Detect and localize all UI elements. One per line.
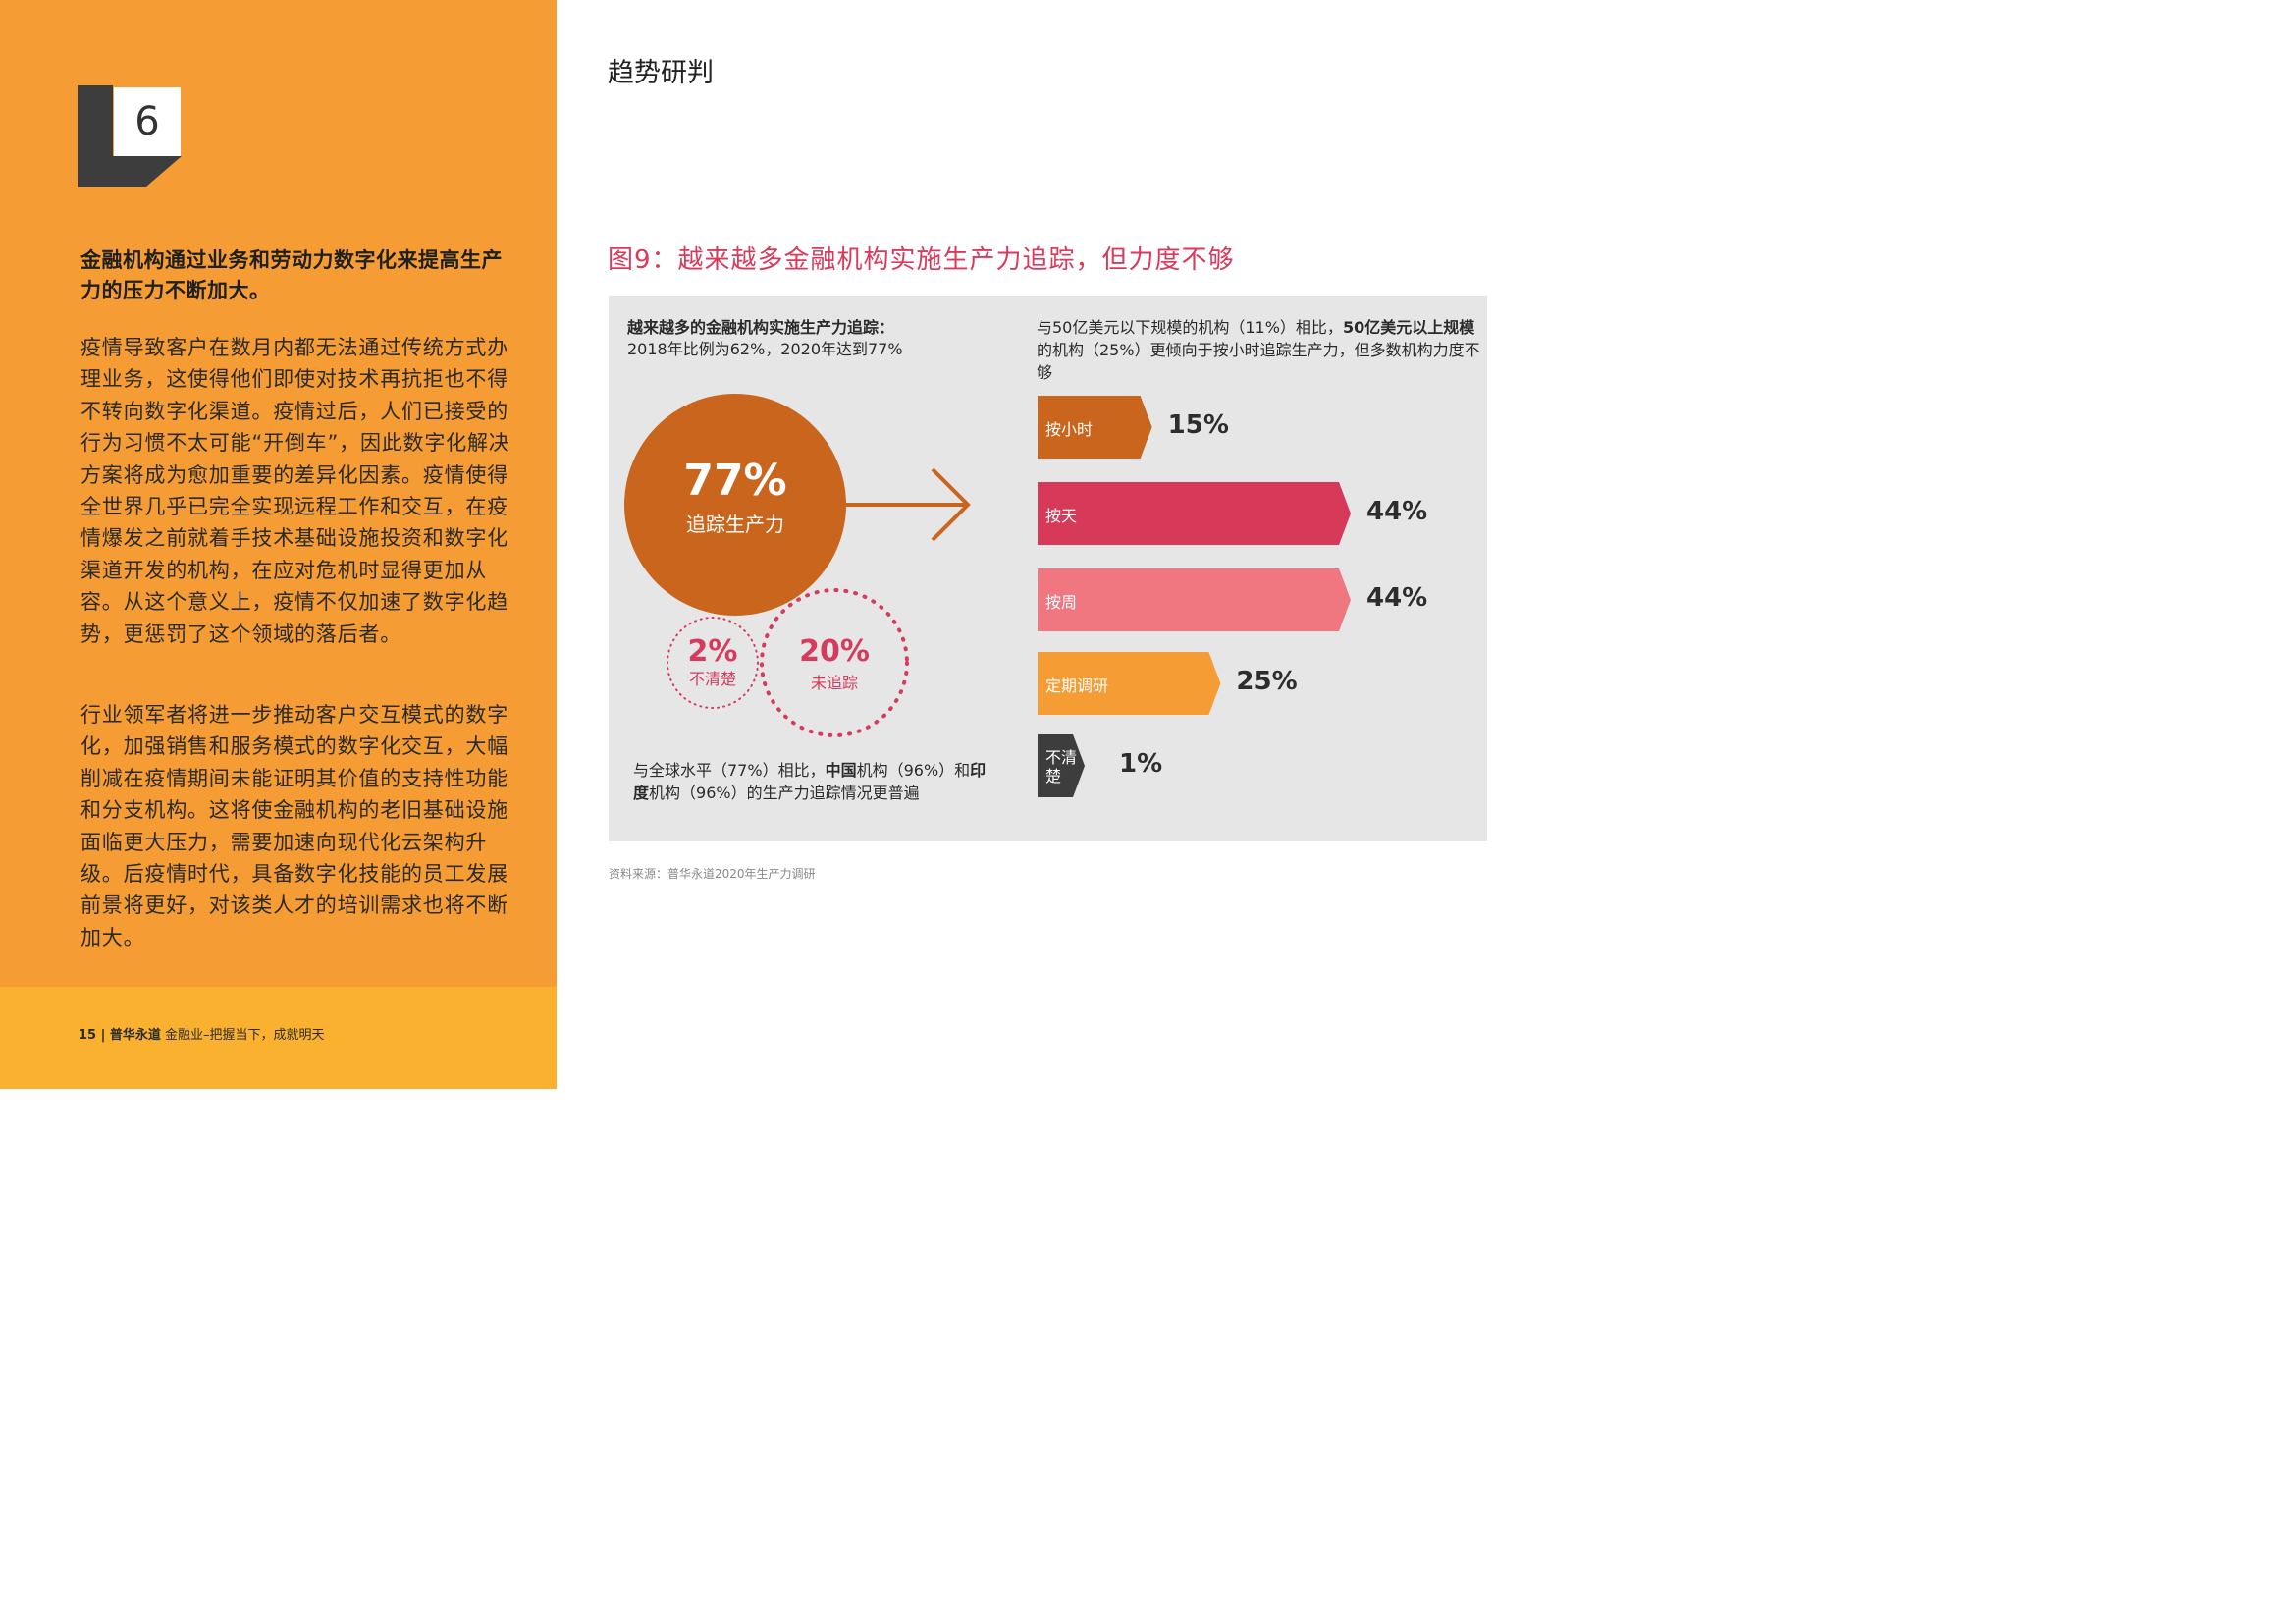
bar-1 (1038, 396, 1152, 459)
footer-band (0, 987, 557, 1089)
not-tracking-circle (760, 588, 909, 737)
unclear-value: 2% (687, 634, 738, 669)
figure-source: 资料来源：普华永道2020年生产力调研 (609, 867, 816, 881)
bar-value-3: 44% (1366, 583, 1428, 613)
bar-label-2: 按天 (1045, 507, 1078, 525)
figure-title: 图9：越来越多金融机构实施生产力追踪，但力度不够 (608, 245, 1235, 275)
left-chart-caption: 越来越多的金融机构实施生产力追踪： 2018年比例为62%，2020年达到77% (627, 317, 981, 360)
footer-title: 金融业–把握当下，成就明天 (160, 1028, 325, 1043)
bar-value-1: 15% (1167, 410, 1229, 440)
arrow-head-icon (931, 467, 971, 542)
chapter-badge-icon (78, 85, 182, 187)
footer-brand: 普华永道 (109, 1028, 161, 1043)
bottom-caption-china: 中国 (825, 761, 857, 780)
tracking-label: 追踪生产力 (686, 513, 784, 536)
page-footer: 15 | 普华永道 金融业–把握当下，成就明天 (79, 1024, 325, 1043)
bar-3 (1038, 568, 1351, 631)
bottom-caption-part1: 与全球水平（77%）相比， (633, 761, 826, 780)
chapter-number: 6 (114, 87, 181, 156)
bar-2 (1038, 482, 1351, 545)
bar-4 (1038, 652, 1221, 715)
right-caption-bold: 50亿美元以上规模 (1342, 318, 1475, 337)
bottom-caption-part2: 机构（96%）和 (856, 761, 971, 780)
left-caption-heading: 越来越多的金融机构实施生产力追踪： (627, 318, 895, 337)
lead-paragraph: 金融机构通过业务和劳动力数字化来提高生产力的压力不断加大。 (80, 248, 503, 302)
bottom-caption-part3: 机构（96%）的生产力追踪情况更普遍 (649, 784, 920, 802)
bar-5 (1038, 734, 1085, 797)
bar-value-4: 25% (1236, 667, 1298, 696)
bottom-caption-india: 印度 (633, 761, 987, 802)
bar-value-5: 1% (1119, 749, 1163, 779)
right-chart-caption: 与50亿美元以下规模的机构（11%）相比，50亿美元以上规模的机构（25%）更倾… (1037, 316, 1483, 384)
unclear-label: 不清楚 (688, 670, 736, 688)
tracking-circle (624, 394, 846, 616)
section-title: 趋势研判 (608, 58, 714, 88)
bar-value-2: 44% (1366, 497, 1428, 526)
body-paragraph-2: 行业领军者将进一步推动客户交互模式的数字化，加强销售和服务模式的数字化交互，大幅… (80, 703, 508, 949)
bar-label-1: 按小时 (1045, 420, 1094, 439)
not-tracking-value: 20% (799, 634, 870, 669)
tracking-value: 77% (683, 456, 787, 506)
not-tracking-label: 未追踪 (810, 674, 858, 692)
right-caption-part1: 与50亿美元以下规模的机构（11%）相比， (1037, 318, 1343, 337)
right-caption-part2: 的机构（25%）更倾向于按小时追踪生产力，但多数机构力度不够 (1037, 341, 1480, 382)
bar-label-4: 定期调研 (1045, 677, 1109, 695)
footer-page-number: 15 (79, 1028, 97, 1043)
bottom-chart-caption: 与全球水平（77%）相比，中国机构（96%）和印度机构（96%）的生产力追踪情况… (633, 759, 987, 804)
unclear-circle (667, 617, 759, 709)
footer-separator: | (96, 1028, 110, 1043)
bar-label-5: 不清楚 (1045, 748, 1078, 785)
chart-canvas (624, 394, 1351, 797)
bar-label-3: 按周 (1045, 593, 1078, 612)
left-caption-sub: 2018年比例为62%，2020年达到77% (627, 340, 903, 358)
body-paragraph-1: 疫情导致客户在数月内都无法通过传统方式办理业务，这使得他们即使对技术再抗拒也不得… (80, 336, 510, 646)
